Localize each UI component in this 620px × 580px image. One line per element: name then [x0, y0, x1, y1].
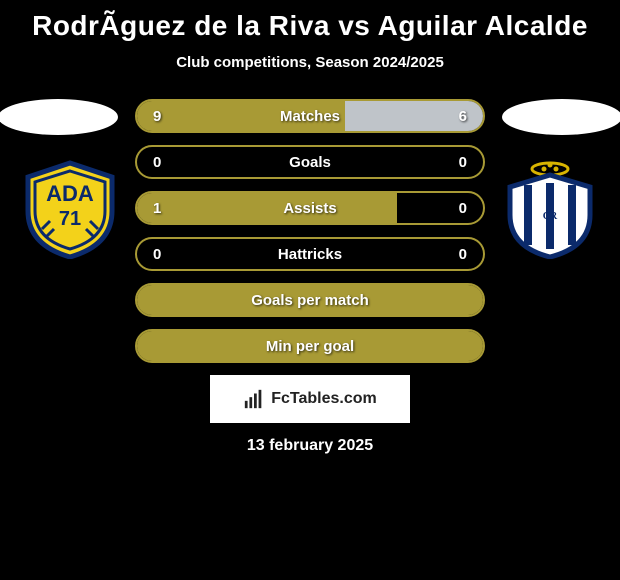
stat-row: 1 0 Assists [135, 191, 485, 225]
stat-label: Goals per match [251, 292, 369, 309]
page-title: RodrÃ­guez de la Riva vs Aguilar Alcalde [0, 0, 620, 42]
stat-value-right: 0 [459, 246, 467, 263]
stat-value-right: 0 [459, 200, 467, 217]
stats-container: 9 6 Matches 0 0 Goals 1 0 Assists 0 0 Hattricks Goal… [135, 99, 485, 363]
right-club-badge: CR [500, 159, 600, 259]
stat-label: Matches [280, 108, 340, 125]
stat-value-right: 0 [459, 154, 467, 171]
stat-row: 9 6 Matches [135, 99, 485, 133]
stat-row: Min per goal [135, 329, 485, 363]
right-player-ellipse [502, 99, 620, 135]
stat-label: Min per goal [266, 338, 354, 355]
stat-value-left: 1 [153, 200, 161, 217]
logo-text: FcTables.com [271, 390, 377, 408]
stat-value-right: 6 [459, 108, 467, 125]
stat-value-left: 0 [153, 154, 161, 171]
left-player-ellipse [0, 99, 118, 135]
fctables-logo[interactable]: FcTables.com [210, 375, 410, 423]
stat-row: 0 0 Hattricks [135, 237, 485, 271]
stat-label: Goals [289, 154, 331, 171]
subtitle: Club competitions, Season 2024/2025 [0, 54, 620, 71]
stat-fill-left [137, 193, 397, 223]
svg-text:ADA: ADA [46, 181, 94, 206]
left-club-badge: ADA 71 [20, 159, 120, 259]
date-label: 13 february 2025 [0, 437, 620, 455]
stat-row: Goals per match [135, 283, 485, 317]
svg-text:71: 71 [59, 208, 81, 230]
stat-label: Hattricks [278, 246, 342, 263]
stat-value-left: 0 [153, 246, 161, 263]
comparison-arena: ADA 71 CR 9 6 Matches 0 0 Goals 1 0 Assists 0 0 Hat… [0, 99, 620, 363]
stat-row: 0 0 Goals [135, 145, 485, 179]
svg-text:CR: CR [543, 211, 558, 222]
bars-icon [243, 388, 265, 410]
stat-label: Assists [283, 200, 336, 217]
stat-value-left: 9 [153, 108, 161, 125]
